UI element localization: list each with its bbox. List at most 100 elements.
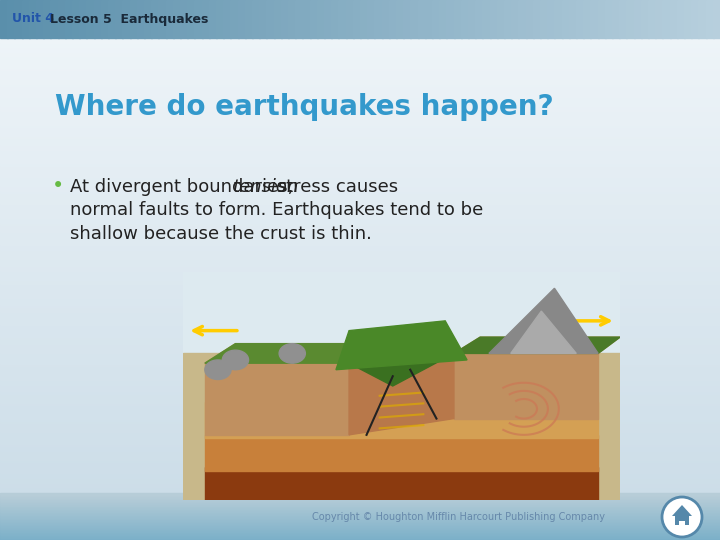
Bar (86, 0, 94, 38)
Bar (295, 0, 303, 38)
Bar (626, 0, 634, 38)
Bar (0, 135, 720, 138)
Bar (0, 381, 720, 384)
Bar (266, 0, 274, 38)
Bar (0, 142, 720, 145)
Bar (346, 0, 354, 38)
Bar (0, 158, 720, 161)
Bar (0, 509, 720, 511)
Bar (0, 288, 720, 291)
Bar (0, 534, 720, 535)
Bar (0, 497, 720, 500)
Bar (65, 0, 73, 38)
Bar (0, 517, 720, 519)
Bar (562, 0, 570, 38)
Bar (0, 427, 720, 430)
Bar (0, 224, 720, 227)
Bar (0, 491, 720, 494)
Bar (0, 133, 720, 136)
Bar (0, 62, 720, 65)
Bar (0, 482, 720, 485)
Bar (0, 404, 720, 407)
Bar (0, 295, 720, 298)
Bar (0, 441, 720, 444)
Bar (43, 0, 51, 38)
Bar (0, 137, 720, 140)
Bar (0, 194, 720, 198)
Bar (0, 146, 720, 150)
Bar (691, 0, 699, 38)
Bar (0, 210, 720, 213)
Bar (183, 272, 620, 500)
Text: Unit 4: Unit 4 (12, 12, 58, 25)
Bar (0, 338, 720, 341)
Bar (0, 370, 720, 373)
Bar (0, 64, 720, 68)
Bar (0, 366, 720, 369)
Bar (0, 524, 720, 526)
Text: tension: tension (233, 178, 299, 196)
Bar (0, 393, 720, 396)
Bar (0, 163, 720, 166)
Bar (0, 178, 720, 181)
Bar (0, 73, 720, 77)
Bar (634, 0, 642, 38)
Bar (0, 354, 720, 357)
Bar (0, 83, 720, 86)
Bar (0, 429, 720, 433)
Bar (0, 238, 720, 241)
Bar (166, 0, 174, 38)
Bar (0, 235, 720, 239)
Text: •: • (52, 176, 64, 196)
Bar (0, 465, 720, 469)
Bar (0, 254, 720, 257)
Polygon shape (454, 337, 620, 353)
Bar (648, 0, 656, 38)
Bar (0, 349, 720, 353)
Bar (14, 0, 22, 38)
Bar (0, 325, 720, 328)
Bar (475, 0, 483, 38)
Bar (0, 256, 720, 259)
Bar (317, 0, 325, 38)
Bar (151, 0, 159, 38)
Bar (0, 308, 720, 312)
Bar (194, 0, 202, 38)
Bar (0, 498, 720, 500)
Bar (0, 505, 720, 507)
Bar (0, 69, 720, 72)
Bar (0, 470, 720, 474)
Bar (0, 331, 720, 334)
Bar (0, 363, 720, 366)
Bar (0, 523, 720, 525)
Bar (526, 0, 534, 38)
Bar (0, 422, 720, 426)
Circle shape (205, 360, 231, 380)
Bar (0, 517, 720, 518)
Bar (0, 535, 720, 536)
Bar (0, 347, 720, 350)
Bar (0, 390, 720, 394)
Bar (0, 172, 720, 175)
Bar (0, 484, 720, 487)
Bar (497, 0, 505, 38)
Bar (698, 0, 706, 38)
Bar (0, 49, 720, 52)
Bar (0, 174, 720, 177)
Bar (504, 0, 512, 38)
Bar (0, 181, 720, 184)
Polygon shape (454, 337, 620, 353)
Bar (0, 500, 720, 502)
Bar (533, 0, 541, 38)
Bar (173, 0, 181, 38)
Bar (0, 522, 720, 524)
Bar (0, 249, 720, 252)
Circle shape (279, 343, 305, 363)
Bar (0, 217, 720, 220)
Bar (0, 520, 720, 522)
Bar (0, 144, 720, 147)
Bar (0, 128, 720, 131)
Bar (0, 263, 720, 266)
Bar (0, 53, 720, 56)
Bar (202, 0, 210, 38)
